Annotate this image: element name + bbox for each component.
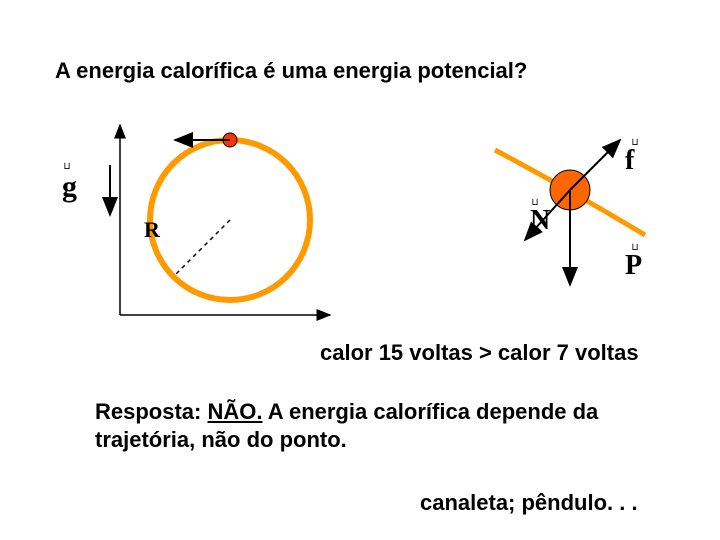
vector-f bbox=[570, 140, 620, 190]
label-g: g bbox=[62, 170, 77, 204]
heat-inequality-text: calor 15 voltas > calor 7 voltas bbox=[320, 340, 639, 366]
radius-line bbox=[175, 220, 230, 275]
label-f: f bbox=[625, 145, 634, 177]
answer-prefix: Resposta: bbox=[95, 399, 207, 424]
slide-root: A energia calorífica é uma energia poten… bbox=[0, 0, 720, 540]
slide-title: A energia calorífica é uma energia poten… bbox=[55, 58, 527, 84]
label-p: P bbox=[625, 250, 642, 282]
answer-nao: NÃO. bbox=[207, 399, 262, 424]
label-n: N bbox=[530, 205, 550, 237]
diagram-forces bbox=[450, 125, 670, 315]
footer-examples-text: canaleta; pêndulo. . . bbox=[420, 490, 638, 516]
diagram-circle-motion bbox=[80, 100, 340, 330]
label-r: R bbox=[144, 217, 160, 243]
answer-text: Resposta: NÃO. A energia calorífica depe… bbox=[95, 398, 655, 453]
